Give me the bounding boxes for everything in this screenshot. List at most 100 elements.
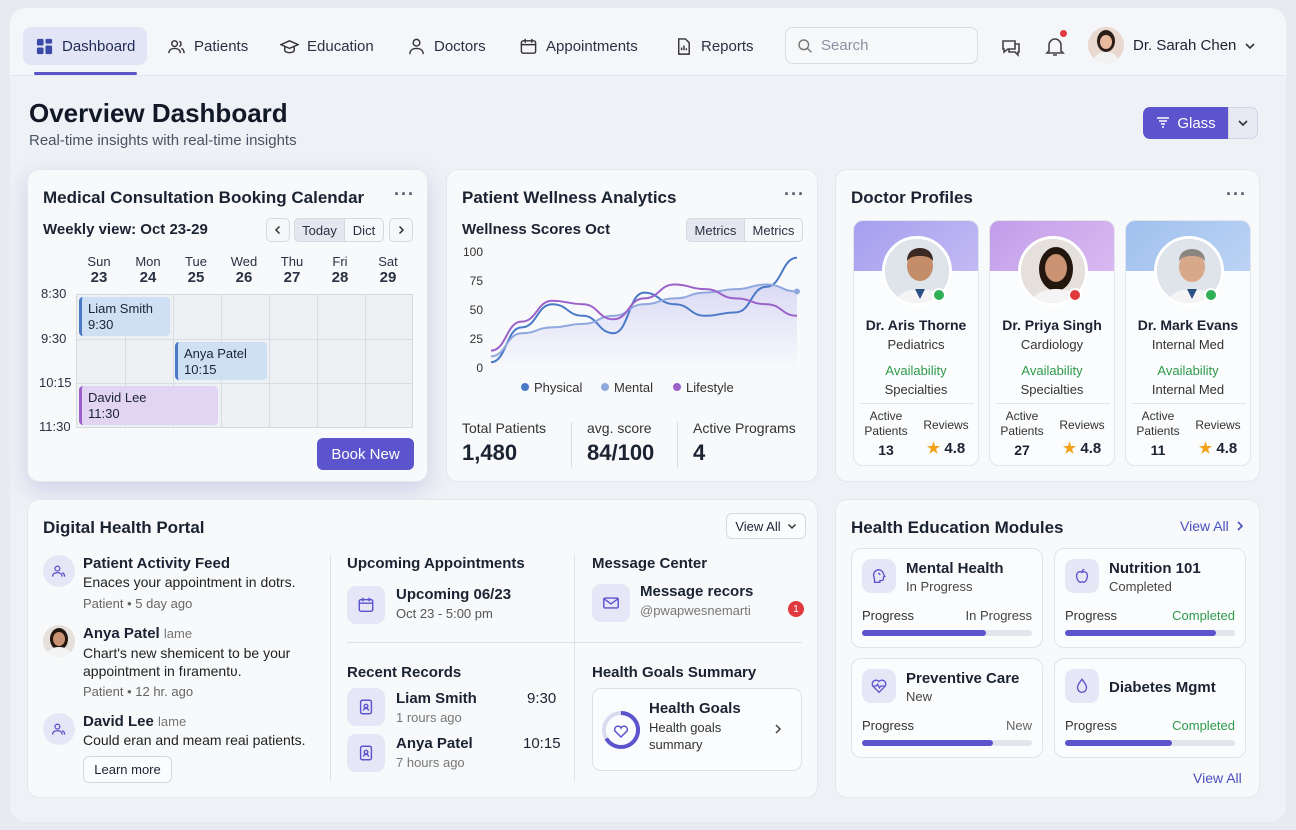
doctor-specialty: Pediatrics [887, 337, 945, 352]
metrics-toggle[interactable]: Metrics [686, 218, 745, 242]
doctor-card[interactable]: Dr. Aris Thorne Pediatrics Availability … [853, 220, 979, 466]
feed-item-meta: Patient • 5 day ago [83, 596, 193, 611]
divider [330, 555, 331, 781]
search-input[interactable]: Search [785, 27, 978, 64]
stat-value: 84/100 [587, 440, 655, 465]
tab-label: Appointments [546, 37, 638, 55]
time-label: 11:30 [39, 419, 71, 434]
today-button[interactable]: Today [294, 218, 345, 242]
module-status-text: In Progress [906, 579, 973, 594]
prev-week-button[interactable] [266, 218, 290, 242]
goals-card[interactable]: Health Goals Health goals summary [592, 688, 802, 771]
module-title: Nutrition 101 [1109, 560, 1201, 577]
chat-icon[interactable] [1000, 36, 1022, 58]
divider [574, 555, 575, 781]
series-line-mental [490, 283, 798, 358]
tab-label: Doctors [434, 37, 486, 55]
reviews-label: Reviews [1195, 418, 1241, 432]
view-all-button[interactable]: View All [726, 513, 806, 539]
day-header: Wed 26 [224, 254, 264, 286]
day-header: Sun 23 [79, 254, 119, 286]
module-card[interactable]: Preventive Care New Progress New [851, 658, 1043, 758]
day-name: Sun [87, 254, 111, 269]
goals-item-text: Health goals summary [649, 720, 722, 752]
doctor-name: Dr. Priya Singh [1002, 317, 1102, 333]
divider [571, 422, 572, 468]
doctor-specialty: Cardiology [1020, 337, 1084, 352]
next-week-button[interactable] [389, 218, 413, 242]
module-card[interactable]: Diabetes Mgmt Progress Completed [1054, 658, 1246, 758]
day-name: Tue [185, 254, 207, 269]
status-badge [932, 288, 946, 302]
doctor-card[interactable]: Dr. Priya Singh Cardiology Availability … [989, 220, 1115, 466]
book-new-button[interactable]: Book New [317, 438, 414, 470]
more-icon[interactable]: ··· [784, 184, 805, 204]
tab-patients[interactable]: Patients [155, 27, 260, 65]
day-header: Fri 28 [320, 254, 360, 286]
active-patients-label: Active Patients [864, 409, 908, 438]
appointment-item[interactable]: Upcoming 06/23 [396, 586, 512, 603]
record-name[interactable]: Liam Smith [396, 690, 477, 707]
tab-appointments[interactable]: Appointments [507, 27, 650, 65]
stat-value: 1,480 [462, 440, 518, 465]
metrics-toggle[interactable]: Metrics [744, 218, 803, 242]
record-meta: 1 rours ago [396, 710, 462, 725]
day-header: Tue 25 [176, 254, 216, 286]
bell-icon[interactable] [1044, 35, 1066, 57]
progress-status: In Progress [965, 608, 1032, 623]
more-icon[interactable]: ··· [394, 184, 415, 204]
doctor-card[interactable]: Dr. Mark Evans Internal Med Availability… [1125, 220, 1251, 466]
message-item[interactable]: Message recors [640, 583, 754, 600]
calendar-event[interactable]: Liam Smith 9:30 [79, 297, 170, 336]
series-line-physical [490, 256, 798, 364]
search-placeholder: Search [821, 37, 869, 54]
glass-dropdown-button[interactable] [1228, 107, 1258, 139]
day-header: Mon 24 [128, 254, 168, 286]
day-name: Mon [135, 254, 161, 269]
feed-item-text: Enaces your appointment in dotrs. [83, 574, 296, 590]
legend-marker [673, 383, 681, 391]
grid-line [317, 295, 318, 427]
divider [677, 422, 678, 468]
calendar-grid[interactable]: Liam Smith 9:30 Anya Patel 10:15 David Lee… [76, 294, 413, 428]
glass-button[interactable]: Glass [1143, 107, 1228, 139]
record-name[interactable]: Anya Patel [396, 735, 473, 752]
avatar[interactable] [1088, 27, 1124, 63]
module-card[interactable]: Nutrition 101 Completed Progress Complet… [1054, 548, 1246, 648]
day-number: 29 [379, 269, 397, 286]
day-name: Sat [378, 254, 398, 269]
calendar-event[interactable]: David Lee 11:30 [79, 386, 218, 425]
event-name: Liam Smith [88, 301, 154, 316]
specialties-label: Specialties [884, 382, 948, 397]
view-all-link[interactable]: View All [1193, 770, 1242, 786]
active-tab-indicator [34, 72, 137, 75]
tab-label: Reports [701, 37, 754, 55]
doctor-name: Dr. Mark Evans [1137, 317, 1239, 333]
record-time: 10:15 [523, 735, 561, 752]
feed-author: Anya Patel [83, 625, 160, 642]
legend-label: Physical [534, 380, 583, 395]
page-subtitle: Real-time insights with real-time insigh… [29, 132, 297, 149]
feed-tag: lame [158, 714, 187, 729]
tab-doctors[interactable]: Doctors [395, 27, 498, 65]
tab-dashboard[interactable]: Dashboard [23, 27, 148, 65]
tab-reports[interactable]: Reports [662, 27, 766, 65]
brain-icon [862, 559, 896, 593]
view-all-link[interactable]: View All [1180, 518, 1245, 534]
calendar-event[interactable]: Anya Patel 10:15 [175, 342, 267, 380]
module-card[interactable]: Mental Health In Progress Progress In Pr… [851, 548, 1043, 648]
learn-more-button[interactable]: Learn more [83, 756, 172, 783]
day-number: 25 [187, 269, 205, 286]
recent-records-title: Recent Records [347, 664, 462, 681]
tab-label: Patients [194, 37, 249, 55]
progress-fill [862, 630, 987, 636]
more-icon[interactable]: ··· [1226, 184, 1247, 204]
legend-label: Lifestyle [686, 380, 734, 395]
user-menu[interactable]: Dr. Sarah Chen [1133, 37, 1256, 54]
dict-button[interactable]: Dict [344, 218, 384, 242]
event-name: Anya Patel [184, 346, 247, 361]
tab-education[interactable]: Education [268, 27, 386, 65]
status-badge [1068, 288, 1082, 302]
time-label: 9:30 [41, 331, 67, 346]
active-patients-value: 11 [1150, 442, 1166, 458]
